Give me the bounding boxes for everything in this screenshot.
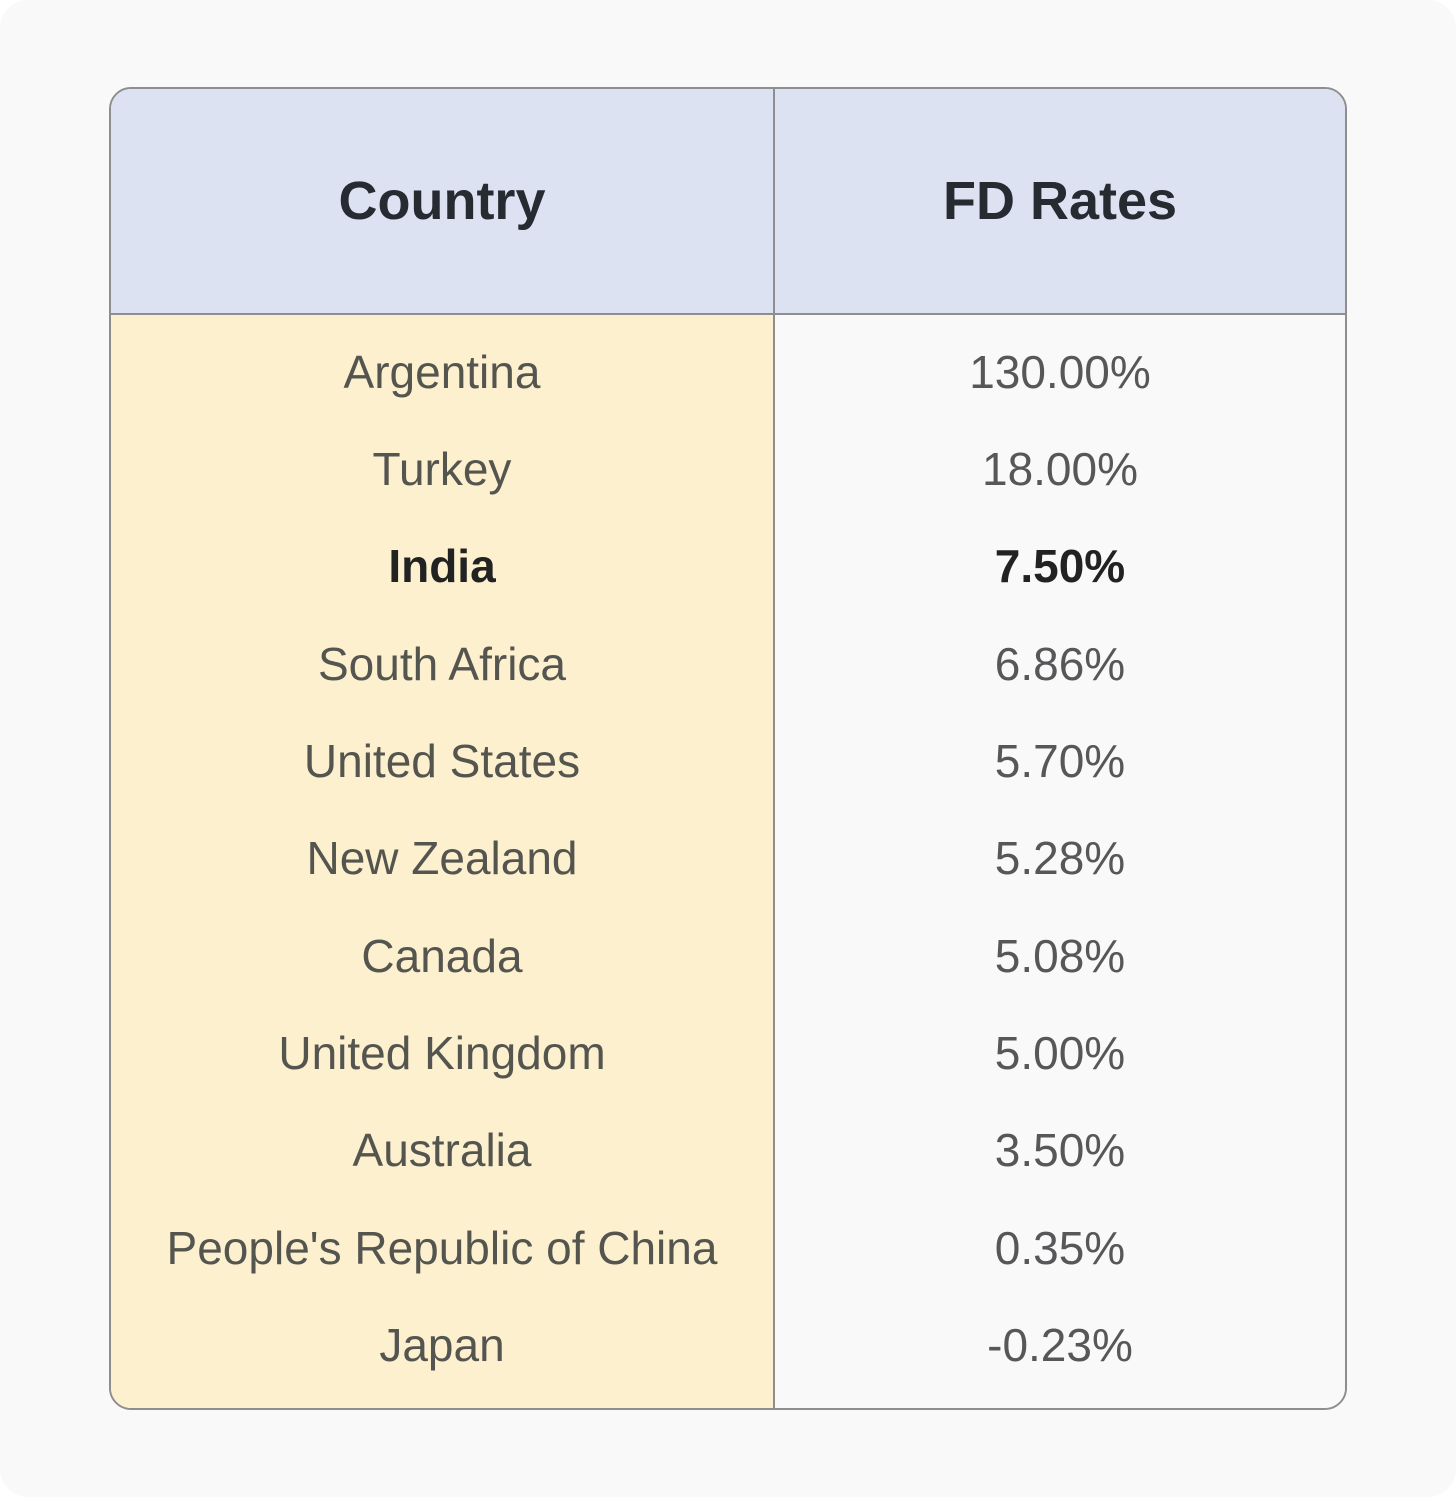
- table-row: New Zealand 5.28%: [111, 809, 1345, 908]
- fd-rate-cell: 5.00%: [774, 1004, 1345, 1102]
- country-cell: South Africa: [111, 615, 775, 713]
- country-cell: Argentina: [111, 314, 775, 421]
- fd-rate-cell: 5.28%: [774, 809, 1345, 908]
- fd-rate-cell: 3.50%: [774, 1101, 1345, 1200]
- table-row: Canada 5.08%: [111, 907, 1345, 1005]
- table-row: United States 5.70%: [111, 712, 1345, 810]
- fd-rate-cell: 5.08%: [774, 907, 1345, 1005]
- fd-rate-cell: 5.70%: [774, 712, 1345, 810]
- fd-rate-cell: 18.00%: [774, 420, 1345, 518]
- fd-rates-table-container: Country FD Rates Argentina 130.00% Turkey 1…: [109, 87, 1347, 1410]
- header-row: Country FD Rates: [111, 89, 1345, 315]
- table-row: Japan -0.23%: [111, 1296, 1345, 1408]
- country-cell: Australia: [111, 1101, 775, 1200]
- country-cell: United States: [111, 712, 775, 810]
- country-cell: United Kingdom: [111, 1004, 775, 1102]
- fd-rate-cell: 0.35%: [774, 1199, 1345, 1297]
- country-cell: Turkey: [111, 420, 775, 518]
- fd-rate-cell: -0.23%: [774, 1296, 1345, 1408]
- table-row: Argentina 130.00%: [111, 314, 1345, 421]
- table-row: People's Republic of China 0.35%: [111, 1199, 1345, 1297]
- country-cell: India: [111, 517, 775, 616]
- table-row: South Africa 6.86%: [111, 615, 1345, 713]
- column-header-country: Country: [111, 89, 775, 315]
- country-cell: Japan: [111, 1296, 775, 1408]
- country-cell: Canada: [111, 907, 775, 1005]
- table-row: Australia 3.50%: [111, 1101, 1345, 1200]
- fd-rate-cell: 6.86%: [774, 615, 1345, 713]
- table-row: India 7.50%: [111, 517, 1345, 616]
- fd-rate-cell: 7.50%: [774, 517, 1345, 616]
- fd-rates-table: Country FD Rates Argentina 130.00% Turkey 1…: [111, 89, 1345, 1408]
- fd-rate-cell: 130.00%: [774, 314, 1345, 421]
- table-header: Country FD Rates: [111, 89, 1345, 315]
- country-cell: People's Republic of China: [111, 1199, 775, 1297]
- table-body: Argentina 130.00% Turkey 18.00% India 7.50% So…: [111, 314, 1345, 1408]
- country-cell: New Zealand: [111, 809, 775, 908]
- column-header-fd-rates: FD Rates: [774, 89, 1345, 315]
- table-row: Turkey 18.00%: [111, 420, 1345, 518]
- table-row: United Kingdom 5.00%: [111, 1004, 1345, 1102]
